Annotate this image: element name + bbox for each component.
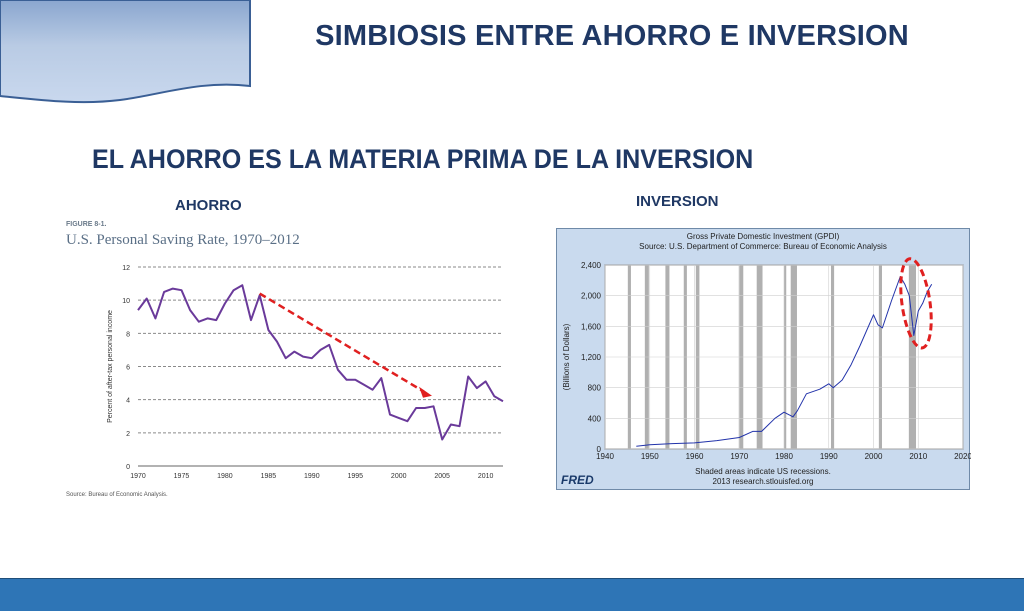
slide-title: SIMBIOSIS ENTRE AHORRO E INVERSION [315, 20, 909, 52]
saving-x-tick-label: 1970 [130, 473, 146, 480]
saving-x-tick-label: 1990 [304, 473, 320, 480]
gpdi-chart: 0 400 800 1,200 1,600 2,000 2,400 1940 1950 1960 1… [562, 257, 971, 461]
saving-y-tick-label: 2 [126, 431, 130, 438]
saving-x-tick-label: 1975 [174, 473, 190, 480]
gpdi-y-tick-label: 800 [588, 384, 602, 393]
saving-x-tick-label: 1995 [347, 473, 363, 480]
gpdi-x-tick-label: 2000 [865, 452, 883, 461]
corner-decoration [0, 0, 251, 104]
gpdi-chart-frame: 0 400 800 1,200 1,600 2,000 2,400 1940 1950 1960 1… [556, 228, 971, 490]
gpdi-y-tick-label: 1,200 [581, 353, 602, 362]
saving-x-tick-label: 2005 [434, 473, 450, 480]
saving-y-tick-label: 6 [126, 365, 130, 372]
decline-arrow-line [259, 292, 425, 393]
gpdi-y-axis-label: (Billions of Dollars) [562, 323, 571, 390]
saving-y-tick-label: 12 [122, 265, 130, 272]
gpdi-x-tick-label: 1990 [820, 452, 838, 461]
saving-x-tick-label: 2000 [391, 473, 407, 480]
gpdi-y-tick-label: 2,400 [581, 261, 602, 270]
saving-x-tick-label: 1980 [217, 473, 233, 480]
saving-chart-source: Source: Bureau of Economic Analysis. [66, 492, 168, 498]
saving-rate-chart: 0 2 4 6 8 10 12 1970 1975 1980 1985 1990 1995 2000 200… [107, 265, 504, 480]
gpdi-note-line2: 2013 research.stlouisfed.org [712, 477, 814, 486]
bottom-bar [0, 578, 1024, 611]
fred-logo: FRED [561, 473, 594, 487]
gpdi-note-line1: Shaded areas indicate US recessions. [695, 467, 831, 476]
saving-y-tick-label: 4 [126, 398, 130, 405]
gpdi-x-tick-label: 1970 [730, 452, 748, 461]
gpdi-chart-header: Gross Private Domestic Investment (GPDI)… [557, 232, 969, 252]
gpdi-x-tick-label: 1960 [686, 452, 704, 461]
saving-rate-series [137, 284, 504, 441]
saving-figure-label: FIGURE 8-1. [66, 221, 107, 228]
gpdi-x-tick-label: 1980 [775, 452, 793, 461]
saving-y-tick-label: 8 [126, 331, 130, 338]
gpdi-chart-title: Gross Private Domestic Investment (GPDI) [686, 232, 840, 241]
gpdi-x-tick-label: 1950 [641, 452, 659, 461]
gpdi-chart-note: Shaded areas indicate US recessions. 201… [557, 467, 969, 487]
gpdi-series [636, 276, 933, 447]
saving-chart-title: U.S. Personal Saving Rate, 1970–2012 [66, 232, 300, 248]
gpdi-y-tick-label: 2,000 [581, 292, 602, 301]
saving-x-tick-label: 1985 [261, 473, 277, 480]
saving-y-tick-label: 10 [122, 298, 130, 305]
slide-subtitle: EL AHORRO ES LA MATERIA PRIMA DE LA INVE… [92, 144, 754, 174]
saving-y-axis-label: Percent of after-tax personal income [107, 310, 114, 423]
saving-y-tick-label: 0 [126, 464, 130, 471]
recession-drop-ellipse [899, 257, 933, 350]
gpdi-x-tick-label: 1940 [596, 452, 614, 461]
decline-arrow-head [419, 386, 432, 398]
gpdi-y-tick-label: 1,600 [581, 322, 602, 331]
gpdi-x-tick-label: 2020 [954, 452, 971, 461]
gpdi-x-tick-label: 2010 [909, 452, 927, 461]
gpdi-chart-subtitle: Source: U.S. Department of Commerce: Bur… [639, 242, 887, 251]
saving-x-tick-label: 2010 [478, 473, 494, 480]
gpdi-y-tick-label: 400 [588, 414, 602, 423]
inversion-label: INVERSION [636, 193, 719, 210]
ahorro-label: AHORRO [175, 197, 242, 214]
gpdi-y-tick-label: 0 [597, 445, 602, 454]
